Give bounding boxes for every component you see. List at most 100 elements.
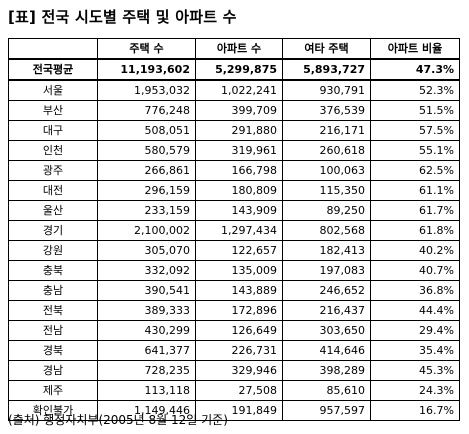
region-cell: 전남 [8, 320, 98, 341]
apartments-cell: 329,946 [195, 360, 283, 381]
houses-cell: 1,953,032 [97, 79, 196, 101]
other-cell: 216,171 [282, 120, 371, 141]
region-cell: 대전 [8, 180, 98, 201]
other-cell: 89,250 [282, 200, 371, 221]
other-cell: 197,083 [282, 260, 371, 281]
other-cell: 414,646 [282, 340, 371, 361]
region-cell: 인천 [8, 140, 98, 161]
table-row: 경북 641,377 226,731 414,646 35.4% [8, 340, 460, 361]
houses-cell: 266,861 [97, 160, 196, 181]
ratio-cell: 47.3% [370, 58, 460, 81]
other-cell: 216,437 [282, 300, 371, 321]
ratio-cell: 24.3% [370, 380, 460, 401]
region-cell: 제주 [8, 380, 98, 401]
region-cell: 광주 [8, 160, 98, 181]
table-row: 서울 1,953,032 1,022,241 930,791 52.3% [8, 79, 460, 101]
houses-cell: 2,100,002 [97, 220, 196, 241]
houses-cell: 580,579 [97, 140, 196, 161]
apartments-cell: 27,508 [195, 380, 283, 401]
other-cell: 376,539 [282, 100, 371, 121]
average-row: 전국평균 11,193,602 5,299,875 5,893,727 47.3… [8, 58, 460, 81]
houses-cell: 296,159 [97, 180, 196, 201]
table-row: 대전 296,159 180,809 115,350 61.1% [8, 180, 460, 201]
apartments-cell: 143,909 [195, 200, 283, 221]
table-row: 광주 266,861 166,798 100,063 62.5% [8, 160, 460, 181]
ratio-cell: 52.3% [370, 79, 460, 101]
table-row: 충남 390,541 143,889 246,652 36.8% [8, 280, 460, 301]
housing-table: 주택 수 아파트 수 여타 주택 아파트 비율 전국평균 11,193,602 … [8, 38, 460, 421]
ratio-cell: 62.5% [370, 160, 460, 181]
houses-cell: 728,235 [97, 360, 196, 381]
ratio-cell: 40.2% [370, 240, 460, 261]
apartments-cell: 126,649 [195, 320, 283, 341]
houses-cell: 305,070 [97, 240, 196, 261]
region-cell: 울산 [8, 200, 98, 221]
other-cell: 182,413 [282, 240, 371, 261]
header-row: 주택 수 아파트 수 여타 주택 아파트 비율 [8, 38, 460, 60]
table-title: [표] 전국 시도별 주택 및 아파트 수 [8, 8, 237, 26]
region-cell: 충남 [8, 280, 98, 301]
apartments-cell: 5,299,875 [195, 58, 283, 81]
column-header-other: 여타 주택 [282, 38, 371, 60]
apartments-cell: 319,961 [195, 140, 283, 161]
apartments-cell: 399,709 [195, 100, 283, 121]
table-row: 전남 430,299 126,649 303,650 29.4% [8, 320, 460, 341]
other-cell: 398,289 [282, 360, 371, 381]
houses-cell: 11,193,602 [97, 58, 196, 81]
region-cell: 부산 [8, 100, 98, 121]
houses-cell: 430,299 [97, 320, 196, 341]
ratio-cell: 51.5% [370, 100, 460, 121]
region-cell: 경남 [8, 360, 98, 381]
ratio-cell: 61.8% [370, 220, 460, 241]
apartments-cell: 180,809 [195, 180, 283, 201]
apartments-cell: 191,849 [195, 400, 283, 421]
column-header-apartments: 아파트 수 [195, 38, 283, 60]
table-row: 경남 728,235 329,946 398,289 45.3% [8, 360, 460, 381]
houses-cell: 508,051 [97, 120, 196, 141]
table-row: 부산 776,248 399,709 376,539 51.5% [8, 100, 460, 121]
table-row: 경기 2,100,002 1,297,434 802,568 61.8% [8, 220, 460, 241]
houses-cell: 332,092 [97, 260, 196, 281]
houses-cell: 113,118 [97, 380, 196, 401]
houses-cell: 389,333 [97, 300, 196, 321]
other-cell: 260,618 [282, 140, 371, 161]
region-cell: 전북 [8, 300, 98, 321]
table-row: 강원 305,070 122,657 182,413 40.2% [8, 240, 460, 261]
ratio-cell: 45.3% [370, 360, 460, 381]
table-row: 전북 389,333 172,896 216,437 44.4% [8, 300, 460, 321]
table-row: 인천 580,579 319,961 260,618 55.1% [8, 140, 460, 161]
table-row: 충북 332,092 135,009 197,083 40.7% [8, 260, 460, 281]
column-header-ratio: 아파트 비율 [370, 38, 460, 60]
table-row: 확인불가 1,149,446 191,849 957,597 16.7% [8, 400, 460, 421]
houses-cell: 233,159 [97, 200, 196, 221]
ratio-cell: 57.5% [370, 120, 460, 141]
region-cell: 확인불가 [8, 400, 98, 421]
apartments-cell: 172,896 [195, 300, 283, 321]
region-cell: 충북 [8, 260, 98, 281]
apartments-cell: 291,880 [195, 120, 283, 141]
table-row: 울산 233,159 143,909 89,250 61.7% [8, 200, 460, 221]
other-cell: 303,650 [282, 320, 371, 341]
region-cell: 경기 [8, 220, 98, 241]
apartments-cell: 166,798 [195, 160, 283, 181]
other-cell: 85,610 [282, 380, 371, 401]
source-note: (출처) 행정자치부(2005년 8월 12일 기준) [8, 413, 228, 427]
other-cell: 5,893,727 [282, 58, 371, 81]
column-header-houses: 주택 수 [97, 38, 196, 60]
other-cell: 930,791 [282, 79, 371, 101]
other-cell: 100,063 [282, 160, 371, 181]
apartments-cell: 135,009 [195, 260, 283, 281]
ratio-cell: 35.4% [370, 340, 460, 361]
other-cell: 957,597 [282, 400, 371, 421]
houses-cell: 641,377 [97, 340, 196, 361]
region-cell: 강원 [8, 240, 98, 261]
ratio-cell: 36.8% [370, 280, 460, 301]
ratio-cell: 29.4% [370, 320, 460, 341]
ratio-cell: 40.7% [370, 260, 460, 281]
ratio-cell: 61.1% [370, 180, 460, 201]
other-cell: 246,652 [282, 280, 371, 301]
table-row: 제주 113,118 27,508 85,610 24.3% [8, 380, 460, 401]
region-cell: 전국평균 [8, 58, 98, 81]
region-cell: 경북 [8, 340, 98, 361]
ratio-cell: 61.7% [370, 200, 460, 221]
